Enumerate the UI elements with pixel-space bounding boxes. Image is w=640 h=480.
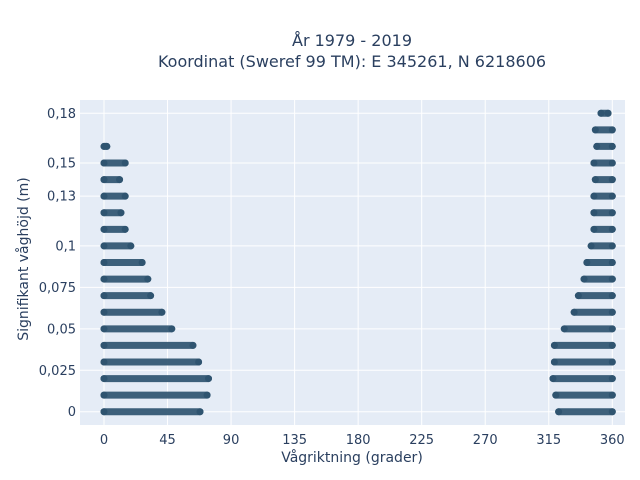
data-point <box>203 391 211 399</box>
chart-title-line2: Koordinat (Sweref 99 TM): E 345261, N 62… <box>158 52 546 71</box>
data-point <box>100 225 108 233</box>
data-point <box>100 242 108 250</box>
data-point <box>100 275 108 283</box>
plot-area <box>80 100 625 425</box>
data-point <box>100 341 108 349</box>
data-point <box>100 408 108 416</box>
y-tick-label: 0,025 <box>39 364 76 379</box>
x-tick-label: 315 <box>536 433 561 448</box>
data-point <box>590 192 598 200</box>
y-tick-label: 0,075 <box>39 281 76 296</box>
data-point <box>552 391 560 399</box>
x-axis-label: Vågriktning (grader) <box>281 449 423 466</box>
data-point <box>608 292 616 300</box>
y-tick-label: 0,1 <box>55 239 76 254</box>
data-point <box>100 259 108 266</box>
data-point <box>117 209 125 217</box>
data-point <box>100 375 108 383</box>
data-point <box>593 142 601 150</box>
data-point <box>550 358 558 366</box>
data-point <box>147 292 155 300</box>
data-point <box>100 209 108 217</box>
data-point <box>608 192 616 200</box>
data-point <box>591 126 599 134</box>
data-point <box>608 209 616 217</box>
y-tick-label: 0 <box>68 405 76 420</box>
data-point <box>103 142 111 150</box>
data-point <box>608 325 616 333</box>
data-point <box>195 358 203 366</box>
data-point <box>560 325 568 333</box>
data-point <box>608 341 616 349</box>
data-point <box>127 242 135 250</box>
data-point <box>168 325 176 333</box>
data-point <box>608 375 616 383</box>
data-point <box>550 341 558 349</box>
data-point <box>583 259 591 266</box>
x-tick-labels: 0 45 90 135 180 225 270 315 360 <box>100 433 625 448</box>
data-point <box>608 275 616 283</box>
data-point <box>608 126 616 134</box>
y-tick-label: 0,05 <box>47 322 76 337</box>
data-point <box>204 375 212 383</box>
data-point <box>608 176 616 184</box>
data-point <box>549 375 557 383</box>
data-point <box>587 242 595 250</box>
data-point <box>580 275 588 283</box>
x-tick-label: 270 <box>473 433 498 448</box>
data-point <box>100 176 108 184</box>
data-point <box>158 308 166 316</box>
data-point <box>608 242 616 250</box>
data-point <box>121 159 129 167</box>
data-point <box>608 408 616 416</box>
y-tick-labels: 0 0,025 0,05 0,075 0,1 0,13 0,15 0,18 <box>39 107 76 420</box>
data-point <box>144 275 152 283</box>
data-point <box>608 142 616 150</box>
data-point <box>590 225 598 233</box>
data-point <box>570 308 578 316</box>
data-point <box>138 259 146 266</box>
data-point <box>604 109 612 117</box>
x-tick-label: 225 <box>409 433 434 448</box>
chart-title-line1: År 1979 - 2019 <box>292 31 412 50</box>
x-tick-label: 135 <box>282 433 307 448</box>
data-point <box>608 358 616 366</box>
x-tick-label: 45 <box>159 433 176 448</box>
data-point <box>590 209 598 217</box>
y-tick-label: 0,18 <box>47 107 76 122</box>
data-point <box>555 408 563 416</box>
grid <box>80 100 625 425</box>
y-axis-label: Signifikant våghöjd (m) <box>15 177 32 340</box>
x-tick-label: 90 <box>223 433 240 448</box>
data-point <box>100 358 108 366</box>
data-point <box>608 259 616 266</box>
data-point <box>591 176 599 184</box>
data-point <box>608 159 616 167</box>
data-point <box>100 391 108 399</box>
data-point <box>100 308 108 316</box>
data-point <box>597 109 605 117</box>
x-tick-label: 360 <box>600 433 625 448</box>
data-point <box>196 408 204 416</box>
data-point <box>189 341 197 349</box>
x-tick-label: 180 <box>346 433 371 448</box>
data-point <box>116 176 124 184</box>
y-tick-label: 0,15 <box>47 157 76 172</box>
data-point <box>100 325 108 333</box>
data-point <box>100 159 108 167</box>
data-point <box>590 159 598 167</box>
data-point <box>608 391 616 399</box>
data-points <box>100 109 616 416</box>
data-point <box>608 225 616 233</box>
data-point <box>121 192 129 200</box>
data-point <box>100 292 108 300</box>
x-tick-label: 0 <box>100 433 108 448</box>
data-point <box>574 292 582 300</box>
data-point <box>100 192 108 200</box>
y-tick-label: 0,13 <box>47 190 76 205</box>
data-point <box>121 225 129 233</box>
data-point <box>608 308 616 316</box>
